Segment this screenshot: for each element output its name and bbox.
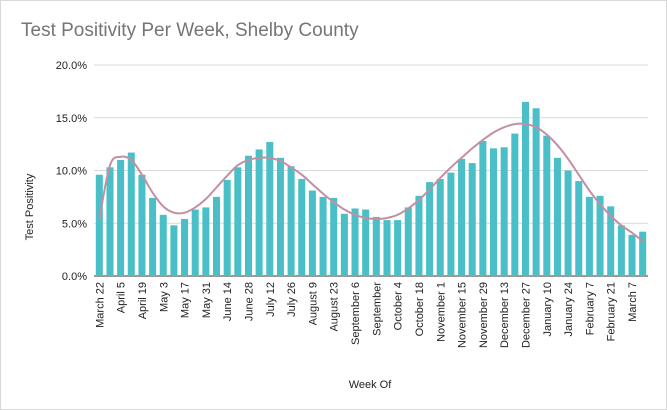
y-tick-label: 15.0% bbox=[56, 113, 87, 125]
y-tick-label: 10.0% bbox=[56, 166, 87, 178]
bar bbox=[223, 179, 231, 276]
x-tick-label: December 27 bbox=[520, 282, 532, 348]
x-tick-label: June 28 bbox=[243, 282, 255, 321]
bar bbox=[564, 170, 572, 276]
y-tick-label: 20.0% bbox=[56, 60, 87, 72]
bar bbox=[553, 157, 561, 276]
bar bbox=[447, 172, 455, 276]
bar bbox=[543, 135, 551, 276]
bar bbox=[426, 182, 434, 276]
bar bbox=[298, 178, 306, 276]
x-tick-label: August 9 bbox=[307, 282, 319, 325]
x-tick-label: May 17 bbox=[180, 282, 192, 318]
bar bbox=[617, 225, 625, 276]
x-tick-label: November 1 bbox=[435, 282, 447, 342]
bar bbox=[585, 196, 593, 276]
x-tick-label: December 13 bbox=[499, 282, 511, 348]
x-tick-label: September 6 bbox=[350, 282, 362, 345]
bar bbox=[106, 167, 114, 276]
bar bbox=[159, 214, 167, 276]
x-tick-label: May 31 bbox=[201, 282, 213, 318]
bar bbox=[415, 195, 423, 276]
bar bbox=[596, 195, 604, 276]
bar bbox=[628, 234, 636, 276]
x-tick-label: April 19 bbox=[137, 282, 149, 319]
bar bbox=[490, 148, 498, 276]
bar bbox=[511, 133, 519, 276]
chart-title: Test Positivity Per Week, Shelby County bbox=[21, 20, 359, 41]
bar bbox=[202, 207, 210, 276]
bar bbox=[468, 163, 476, 276]
bar bbox=[639, 231, 647, 276]
bar bbox=[276, 157, 284, 276]
x-tick-label: August 23 bbox=[329, 282, 341, 332]
x-tick-label: January 24 bbox=[563, 282, 575, 336]
bar bbox=[255, 149, 263, 276]
bar bbox=[138, 174, 146, 276]
bar bbox=[404, 207, 412, 276]
bar bbox=[244, 155, 252, 276]
x-axis-ticks: March 22 April 5 April 19 May 3 May 17 May 31… bbox=[94, 282, 639, 348]
x-tick-label: September bbox=[371, 282, 383, 336]
bar bbox=[372, 216, 380, 276]
bar bbox=[117, 159, 125, 276]
bar bbox=[181, 219, 189, 276]
bar bbox=[266, 142, 274, 276]
bar bbox=[362, 209, 370, 276]
bar bbox=[500, 147, 508, 276]
trend-line bbox=[98, 122, 644, 242]
y-tick-label: 5.0% bbox=[62, 218, 87, 230]
bar bbox=[532, 108, 540, 276]
bar bbox=[330, 197, 338, 276]
bar bbox=[308, 190, 316, 276]
bar bbox=[287, 166, 295, 276]
bar bbox=[95, 174, 103, 276]
y-tick-label: 0.0% bbox=[62, 271, 87, 283]
bar bbox=[234, 167, 242, 276]
x-tick-label: February 7 bbox=[584, 282, 596, 335]
bar bbox=[575, 181, 583, 276]
x-tick-label: November 15 bbox=[457, 282, 469, 348]
bar bbox=[458, 158, 466, 276]
x-tick-label: July 12 bbox=[265, 282, 277, 317]
bar bbox=[319, 196, 327, 276]
x-axis-title: Week Of bbox=[349, 379, 393, 391]
x-tick-label: January 10 bbox=[542, 282, 554, 336]
y-axis-ticks: 0.0% 5.0% 10.0% 15.0% 20.0% bbox=[56, 60, 87, 283]
x-tick-label: November 29 bbox=[478, 282, 490, 348]
bar bbox=[170, 225, 178, 276]
x-tick-label: May 3 bbox=[158, 282, 170, 312]
bar bbox=[213, 196, 221, 276]
bar bbox=[436, 178, 444, 276]
bar bbox=[149, 197, 157, 276]
x-tick-label: October 18 bbox=[414, 282, 426, 336]
x-tick-label: April 5 bbox=[116, 282, 128, 313]
bar bbox=[340, 213, 348, 276]
bar bbox=[351, 208, 359, 276]
x-tick-label: February 21 bbox=[606, 282, 618, 341]
bar bbox=[479, 140, 487, 276]
bar bbox=[127, 152, 135, 276]
x-tick-label: June 14 bbox=[222, 282, 234, 321]
bar bbox=[607, 206, 615, 276]
x-tick-label: July 26 bbox=[286, 282, 298, 317]
x-tick-label: October 4 bbox=[393, 282, 405, 330]
bar bbox=[521, 101, 529, 276]
x-tick-label: March 7 bbox=[627, 282, 639, 322]
bar bbox=[383, 220, 391, 276]
bar-series bbox=[95, 101, 647, 276]
bar bbox=[191, 209, 199, 276]
x-tick-label: March 22 bbox=[94, 282, 106, 328]
bar bbox=[394, 220, 402, 276]
y-axis-title: Test Positivity bbox=[24, 173, 36, 240]
